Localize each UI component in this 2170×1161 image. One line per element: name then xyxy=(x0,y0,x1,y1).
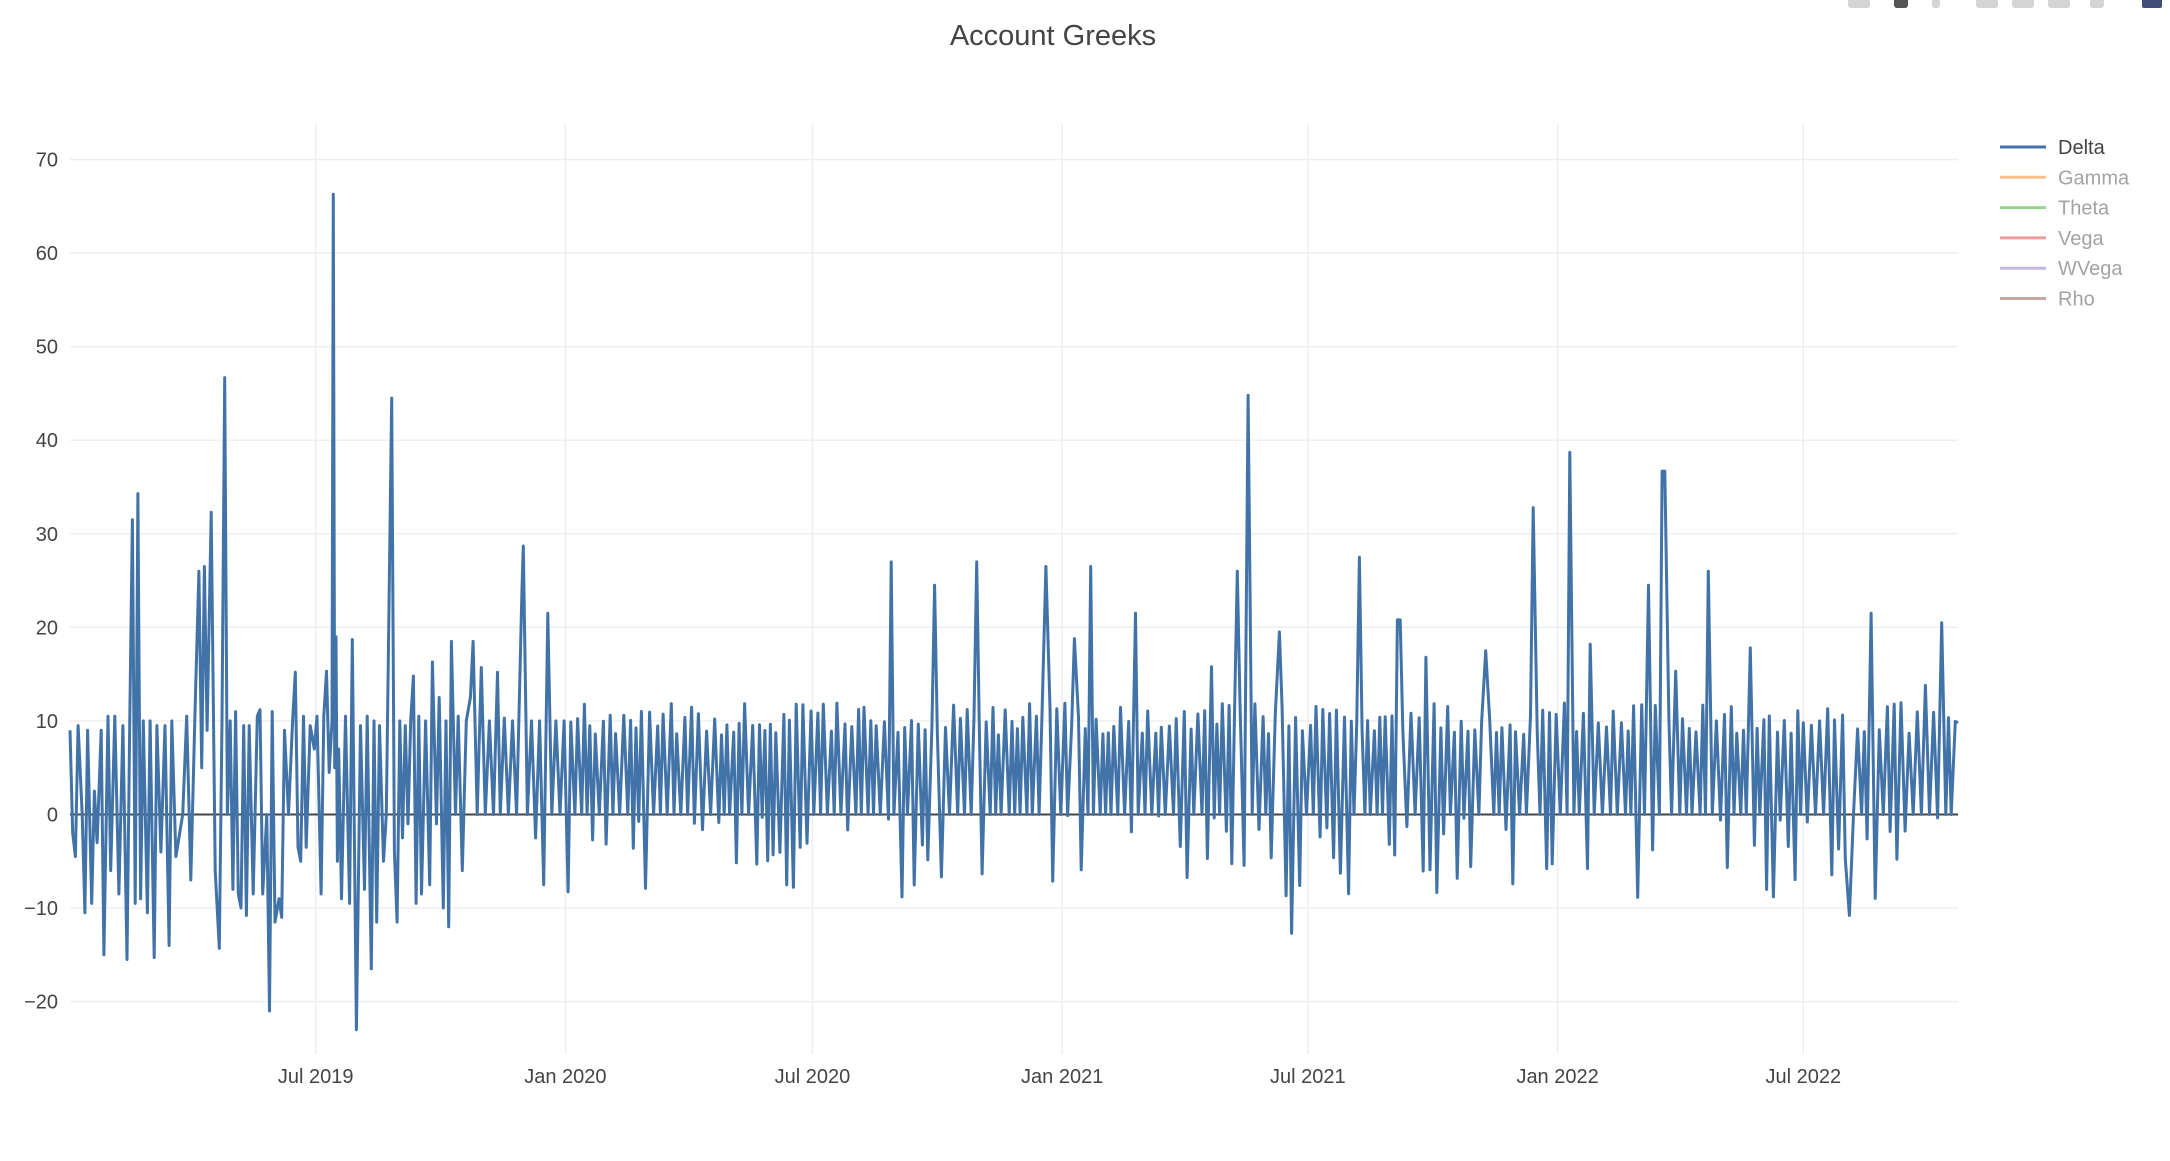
reset-axes-icon[interactable] xyxy=(2090,0,2104,8)
series-line-delta xyxy=(68,192,1959,1032)
legend-label: Gamma xyxy=(2058,167,2130,189)
series-lines xyxy=(68,192,1959,1032)
camera-icon[interactable] xyxy=(1848,0,1870,8)
legend-label: Theta xyxy=(2058,198,2110,220)
legend-item-vega[interactable]: Vega xyxy=(2000,228,2104,250)
x-tick-label: Jul 2022 xyxy=(1765,1066,1841,1088)
y-tick-label: 0 xyxy=(47,804,58,826)
autoscale-icon[interactable] xyxy=(2048,0,2070,8)
x-tick-label: Jan 2021 xyxy=(1021,1066,1103,1088)
y-tick-label: 40 xyxy=(36,430,58,452)
y-tick-label: 60 xyxy=(36,243,58,265)
legend-item-delta[interactable]: Delta xyxy=(2000,137,2106,159)
legend-label: Delta xyxy=(2058,137,2106,159)
y-tick-label: −10 xyxy=(24,898,58,920)
chart-title: Account Greeks xyxy=(950,20,1156,52)
zoom-icon[interactable] xyxy=(1894,0,1908,8)
x-tick-label: Jan 2020 xyxy=(524,1066,606,1088)
legend-label: Rho xyxy=(2058,289,2095,311)
chart-modebar xyxy=(1810,0,2170,10)
x-tick-label: Jul 2020 xyxy=(775,1066,851,1088)
x-tick-label: Jul 2019 xyxy=(278,1066,354,1088)
x-tick-label: Jul 2021 xyxy=(1270,1066,1346,1088)
legend-label: Vega xyxy=(2058,228,2104,250)
legend-item-gamma[interactable]: Gamma xyxy=(2000,167,2130,189)
legend-item-rho[interactable]: Rho xyxy=(2000,289,2095,311)
legend-label: WVega xyxy=(2058,258,2123,280)
x-axis-ticks: Jul 2019 Jan 2020 Jul 2020 Jan 2021 Jul 2021… xyxy=(278,1066,1841,1088)
x-tick-label: Jan 2022 xyxy=(1516,1066,1598,1088)
y-tick-label: 30 xyxy=(36,524,58,546)
plotly-logo-icon[interactable] xyxy=(2142,0,2162,8)
zoom-in-icon[interactable] xyxy=(1976,0,1998,8)
y-tick-label: 50 xyxy=(36,337,58,359)
y-tick-label: 10 xyxy=(36,711,58,733)
pan-icon[interactable] xyxy=(1932,0,1940,8)
zoom-out-icon[interactable] xyxy=(2012,0,2034,8)
legend-item-theta[interactable]: Theta xyxy=(2000,198,2110,220)
grid xyxy=(70,124,1958,1054)
y-tick-label: −20 xyxy=(24,992,58,1014)
y-tick-label: 70 xyxy=(36,150,58,172)
y-tick-label: 20 xyxy=(36,617,58,639)
y-axis-ticks: 70 60 50 40 30 20 10 0 −10 −20 xyxy=(24,150,58,1014)
legend-item-wvega[interactable]: WVega xyxy=(2000,258,2123,280)
legend[interactable]: Delta Gamma Theta Vega WVega Rho xyxy=(2000,137,2130,311)
